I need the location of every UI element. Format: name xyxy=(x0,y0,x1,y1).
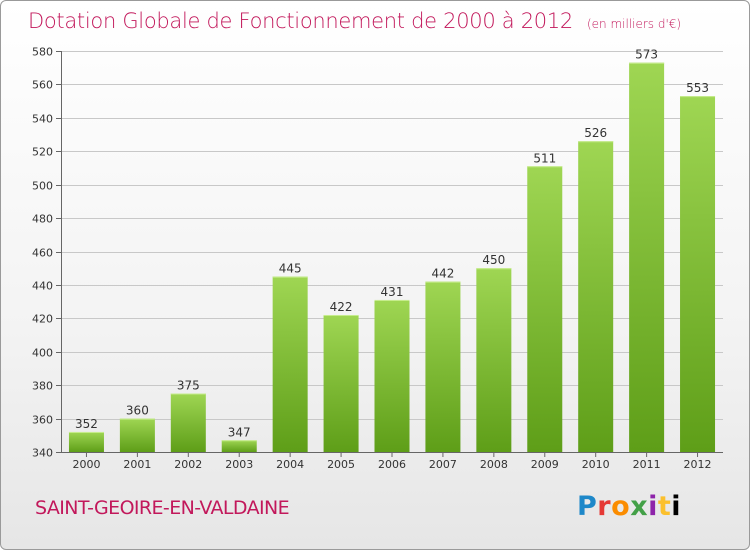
y-tick-label: 340 xyxy=(32,447,53,460)
y-tick-label: 580 xyxy=(32,46,53,59)
bar xyxy=(119,418,155,452)
x-tick-label: 2004 xyxy=(276,458,304,471)
x-tick-label: 2002 xyxy=(174,458,202,471)
bar xyxy=(272,276,308,452)
data-label: 422 xyxy=(330,300,353,314)
bar xyxy=(374,299,410,452)
y-tick-label: 420 xyxy=(32,313,53,326)
x-tick-label: 2009 xyxy=(531,458,559,471)
y-tick-label: 440 xyxy=(32,280,53,293)
x-tick-label: 2010 xyxy=(582,458,610,471)
x-tick-label: 2011 xyxy=(633,458,661,471)
data-label: 352 xyxy=(75,417,98,431)
logo-letter: i xyxy=(648,491,658,522)
bar xyxy=(476,268,512,452)
logo-letter: r xyxy=(597,491,612,522)
y-tick-label: 380 xyxy=(32,380,53,393)
chart-title: Dotation Globale de Fonctionnement de 20… xyxy=(28,9,681,33)
x-tick-label: 2007 xyxy=(429,458,457,471)
unit-label: (en milliers d'€) xyxy=(586,17,682,31)
data-label: 526 xyxy=(584,126,607,140)
data-label: 442 xyxy=(431,267,454,281)
bar xyxy=(323,314,359,452)
x-tick-label: 2008 xyxy=(480,458,508,471)
y-tick-label: 460 xyxy=(32,247,53,260)
y-tick-label: 500 xyxy=(32,180,53,193)
chart-title-text: Dotation Globale de Fonctionnement de 20… xyxy=(28,9,573,33)
bar xyxy=(629,62,665,453)
logo-letter: t xyxy=(657,491,672,522)
bar xyxy=(68,431,104,452)
x-tick-label: 2003 xyxy=(225,458,253,471)
proxiti-logo: Proxiti xyxy=(577,491,681,522)
y-tick-label: 360 xyxy=(32,414,53,427)
bar xyxy=(425,281,461,452)
y-tick-label: 540 xyxy=(32,113,53,126)
bar xyxy=(221,440,257,452)
data-label: 553 xyxy=(686,81,709,95)
y-tick-label: 520 xyxy=(32,146,53,159)
y-tick-label: 560 xyxy=(32,79,53,92)
bar xyxy=(170,393,206,452)
y-tick-label: 480 xyxy=(32,213,53,226)
logo-letter: P xyxy=(577,491,598,522)
data-label: 445 xyxy=(279,262,302,276)
x-tick-label: 2000 xyxy=(72,458,100,471)
data-label: 347 xyxy=(228,425,251,439)
data-label: 511 xyxy=(533,151,556,165)
bar xyxy=(680,96,716,453)
logo-letter: o xyxy=(611,491,631,522)
y-tick-label: 400 xyxy=(32,347,53,360)
x-tick-label: 2012 xyxy=(684,458,712,471)
x-tick-label: 2001 xyxy=(123,458,151,471)
bar xyxy=(527,166,563,452)
data-label: 360 xyxy=(126,404,149,418)
data-label: 375 xyxy=(177,379,200,393)
x-tick-label: 2006 xyxy=(378,458,406,471)
logo-letter: i xyxy=(671,491,682,522)
bar xyxy=(578,141,614,452)
logo-letter: x xyxy=(630,491,649,522)
x-tick-label: 2005 xyxy=(327,458,355,471)
data-label: 450 xyxy=(482,253,505,267)
data-label: 573 xyxy=(635,48,658,62)
data-label: 431 xyxy=(381,285,404,299)
commune-name: SAINT-GEOIRE-EN-VALDAINE xyxy=(35,497,290,519)
